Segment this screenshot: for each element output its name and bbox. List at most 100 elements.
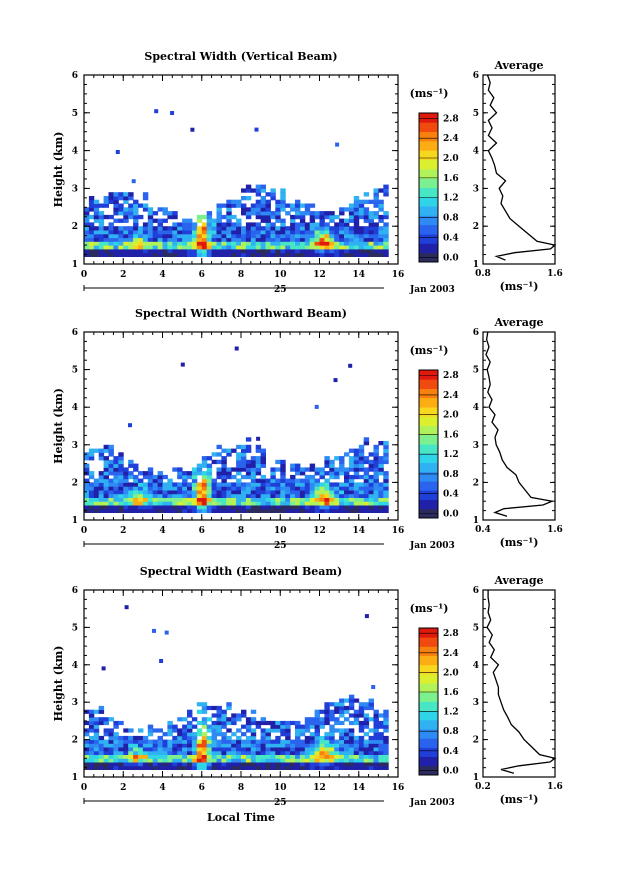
colorbar-swatch xyxy=(419,683,438,693)
date-label: Jan 2003 xyxy=(409,541,455,551)
profile-y-tick-label: 5 xyxy=(473,366,479,376)
colorbar-tick-label: 0.0 xyxy=(443,253,459,263)
colorbar-swatch xyxy=(419,453,438,463)
y-tick-label: 1 xyxy=(72,773,78,783)
chart-title: Spectral Width (Northward Beam) xyxy=(135,307,347,320)
colorbar-tick-label: 2.0 xyxy=(443,668,459,678)
profile-x-label: (ms⁻¹) xyxy=(500,793,539,806)
colorbar-tick-label: 1.6 xyxy=(443,430,459,440)
colorbar-swatch xyxy=(419,628,438,638)
profile-frame-3 xyxy=(482,589,556,778)
colorbar-tick-label: 2.0 xyxy=(443,154,459,164)
profile-title: Average xyxy=(493,59,543,72)
profile-y-tick-label: 4 xyxy=(473,661,479,671)
x-tick-label: 12 xyxy=(313,526,326,536)
x-tick-label: 4 xyxy=(159,526,165,536)
colorbar-tick-label: 0.4 xyxy=(443,233,459,243)
y-tick-label: 5 xyxy=(72,623,78,633)
colorbar-3 xyxy=(418,627,439,776)
y-tick-label: 5 xyxy=(72,366,78,376)
profile-y-tick-label: 5 xyxy=(473,109,479,119)
colorbar-swatch xyxy=(419,481,438,491)
colorbar-1 xyxy=(418,112,439,263)
colorbar-unit: (ms⁻¹) xyxy=(410,87,449,100)
profile-y-tick-label: 5 xyxy=(473,623,479,633)
x-tick-label: 0 xyxy=(81,783,87,793)
y-axis-label: Height (km) xyxy=(52,132,65,208)
date-day-label: 25 xyxy=(274,541,287,551)
colorbar-tick-label: 1.2 xyxy=(443,708,459,718)
colorbar-tick-label: 2.8 xyxy=(443,629,459,639)
colorbar-swatch xyxy=(419,150,438,160)
y-tick-label: 4 xyxy=(72,147,78,157)
chart-title: Spectral Width (Eastward Beam) xyxy=(140,565,342,578)
colorbar-swatch xyxy=(419,370,438,380)
profile-y-tick-label: 4 xyxy=(473,403,479,413)
y-tick-label: 3 xyxy=(72,698,78,708)
colorbar-frame xyxy=(418,112,439,263)
colorbar-swatch xyxy=(419,215,438,226)
colorbar-tick-label: 2.4 xyxy=(443,391,459,401)
heatmap-field-2 xyxy=(84,346,389,513)
y-tick-label: 2 xyxy=(72,478,78,488)
colorbar-swatch xyxy=(419,187,438,198)
colorbar-swatch xyxy=(419,416,438,426)
colorbar-unit: (ms⁻¹) xyxy=(410,344,449,357)
colorbar-tick-label: 2.0 xyxy=(443,411,459,421)
y-tick-label: 6 xyxy=(72,71,78,81)
profile-y-tick-label: 2 xyxy=(473,222,479,232)
colorbar-tick-label: 2.8 xyxy=(443,114,459,124)
y-axis-label: Height (km) xyxy=(52,646,65,722)
x-tick-label: 2 xyxy=(120,783,126,793)
x-tick-label: 14 xyxy=(352,270,365,280)
y-tick-label: 3 xyxy=(72,441,78,451)
colorbar-swatch xyxy=(419,178,438,188)
profile-title: Average xyxy=(493,316,543,329)
colorbar-swatch xyxy=(419,122,438,132)
profile-y-tick-label: 4 xyxy=(473,147,479,157)
profile-x-label: (ms⁻¹) xyxy=(500,536,539,549)
x-tick-label: 12 xyxy=(313,270,326,280)
y-tick-label: 1 xyxy=(72,260,78,270)
profile-y-tick-label: 6 xyxy=(473,328,479,338)
colorbar-swatch xyxy=(419,747,438,757)
profile-x-tick-label: 0.2 xyxy=(475,782,491,792)
profile-line-1 xyxy=(486,74,557,261)
colorbar-tick-label: 0.8 xyxy=(443,470,459,480)
colorbar-tick-label: 1.6 xyxy=(443,688,459,698)
x-tick-label: 10 xyxy=(274,783,287,793)
colorbar-swatch xyxy=(419,379,438,389)
x-tick-label: 0 xyxy=(81,526,87,536)
y-tick-label: 4 xyxy=(72,403,78,413)
profile-y-tick-label: 2 xyxy=(473,478,479,488)
colorbar-swatch xyxy=(419,168,438,179)
y-tick-label: 1 xyxy=(72,516,78,526)
profile-y-tick-label: 3 xyxy=(473,698,479,708)
colorbar-swatch xyxy=(419,490,438,500)
colorbar-swatch xyxy=(419,243,438,254)
colorbar-tick-label: 1.2 xyxy=(443,450,459,460)
profile-y-tick-label: 1 xyxy=(473,260,479,270)
x-tick-label: 6 xyxy=(199,270,205,280)
profile-y-tick-label: 6 xyxy=(473,586,479,596)
y-tick-label: 6 xyxy=(72,328,78,338)
colorbar-swatch xyxy=(419,113,438,123)
x-tick-label: 12 xyxy=(313,783,326,793)
x-tick-label: 10 xyxy=(274,270,287,280)
profile-x-tick-label: 0.8 xyxy=(475,269,491,279)
colorbar-swatch xyxy=(419,206,438,216)
date-day-label: 25 xyxy=(274,798,287,808)
x-tick-label: 6 xyxy=(199,526,205,536)
profile-y-tick-label: 3 xyxy=(473,441,479,451)
colorbar-swatch xyxy=(419,444,438,454)
y-tick-label: 3 xyxy=(72,184,78,194)
y-tick-label: 5 xyxy=(72,109,78,119)
x-tick-label: 14 xyxy=(352,526,365,536)
colorbar-tick-label: 0.0 xyxy=(443,766,459,776)
colorbar-swatch xyxy=(419,756,438,767)
colorbar-swatch xyxy=(419,646,438,656)
colorbar-swatch xyxy=(419,234,438,244)
y-tick-label: 4 xyxy=(72,661,78,671)
colorbar-swatch xyxy=(419,407,438,417)
